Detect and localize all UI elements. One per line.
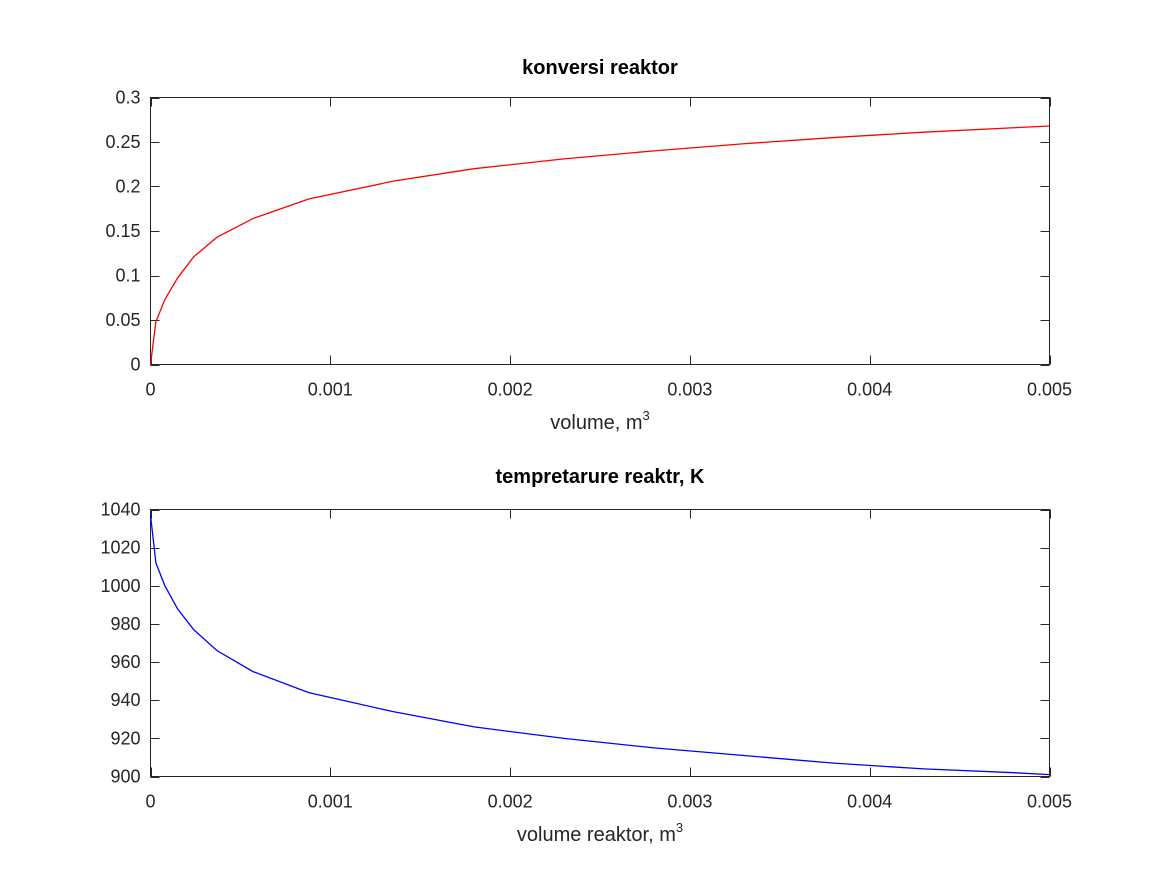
y-tick-label: 0.3 (115, 88, 140, 108)
y-tick-label: 0.25 (105, 132, 140, 152)
plot-area-frame (150, 97, 1050, 365)
y-tick-label: 900 (110, 767, 140, 787)
x-tick-label: 0.005 (1027, 792, 1072, 812)
y-tick-label: 1020 (100, 538, 140, 558)
x-tick-label: 0 (145, 380, 155, 400)
series-line (149, 515, 1050, 776)
temperature-chart: tempretarure reaktr, K 0 0.001 0.002 0.003 0… (100, 466, 1072, 846)
x-tick-label: 0.003 (667, 792, 712, 812)
chart-title: tempretarure reaktr, K (496, 466, 706, 488)
x-tick-label: 0.002 (488, 380, 533, 400)
y-tick-label: 1000 (100, 576, 140, 596)
series-line (149, 125, 1050, 365)
x-tick-label: 0.005 (1027, 380, 1072, 400)
conversion-chart: konversi reaktor 0 0.001 0.002 0.003 0.004 0.… (105, 57, 1072, 434)
x-tick-label: 0.003 (667, 380, 712, 400)
x-axis-label: volume reaktor, m3 (517, 820, 683, 846)
x-tick-label: 0.004 (847, 380, 892, 400)
x-tick-label: 0.001 (308, 380, 353, 400)
x-tick-label: 0.004 (847, 792, 892, 812)
x-tick-label: 0.001 (308, 792, 353, 812)
chart-title: konversi reaktor (522, 57, 678, 79)
axis-ticks: 0 0.001 0.002 0.003 0.004 0.005 900 920 940 960 98… (100, 500, 1072, 812)
x-axis-label: volume, m3 (550, 408, 649, 434)
plot-area-frame (150, 509, 1050, 777)
y-tick-label: 920 (110, 728, 140, 748)
y-tick-label: 940 (110, 690, 140, 710)
y-tick-label: 0.15 (105, 221, 140, 241)
y-tick-label: 960 (110, 652, 140, 672)
x-tick-label: 0 (145, 792, 155, 812)
y-tick-label: 0.2 (115, 177, 140, 197)
y-tick-label: 1040 (100, 500, 140, 520)
x-tick-label: 0.002 (488, 792, 533, 812)
y-tick-label: 0.05 (105, 310, 140, 330)
axis-ticks: 0 0.001 0.002 0.003 0.004 0.005 0 0.05 0.1 0.15 0.… (105, 88, 1072, 400)
y-tick-label: 0.1 (115, 266, 140, 286)
y-tick-label: 0 (130, 355, 140, 375)
y-tick-label: 980 (110, 614, 140, 634)
